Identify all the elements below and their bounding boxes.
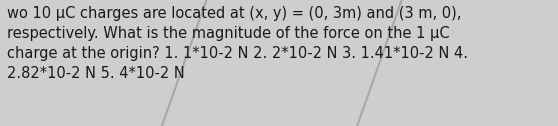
Text: wo 10 μC charges are located at (x, y) = (0, 3m) and (3 m, 0),
respectively. Wha: wo 10 μC charges are located at (x, y) =…	[7, 6, 468, 81]
